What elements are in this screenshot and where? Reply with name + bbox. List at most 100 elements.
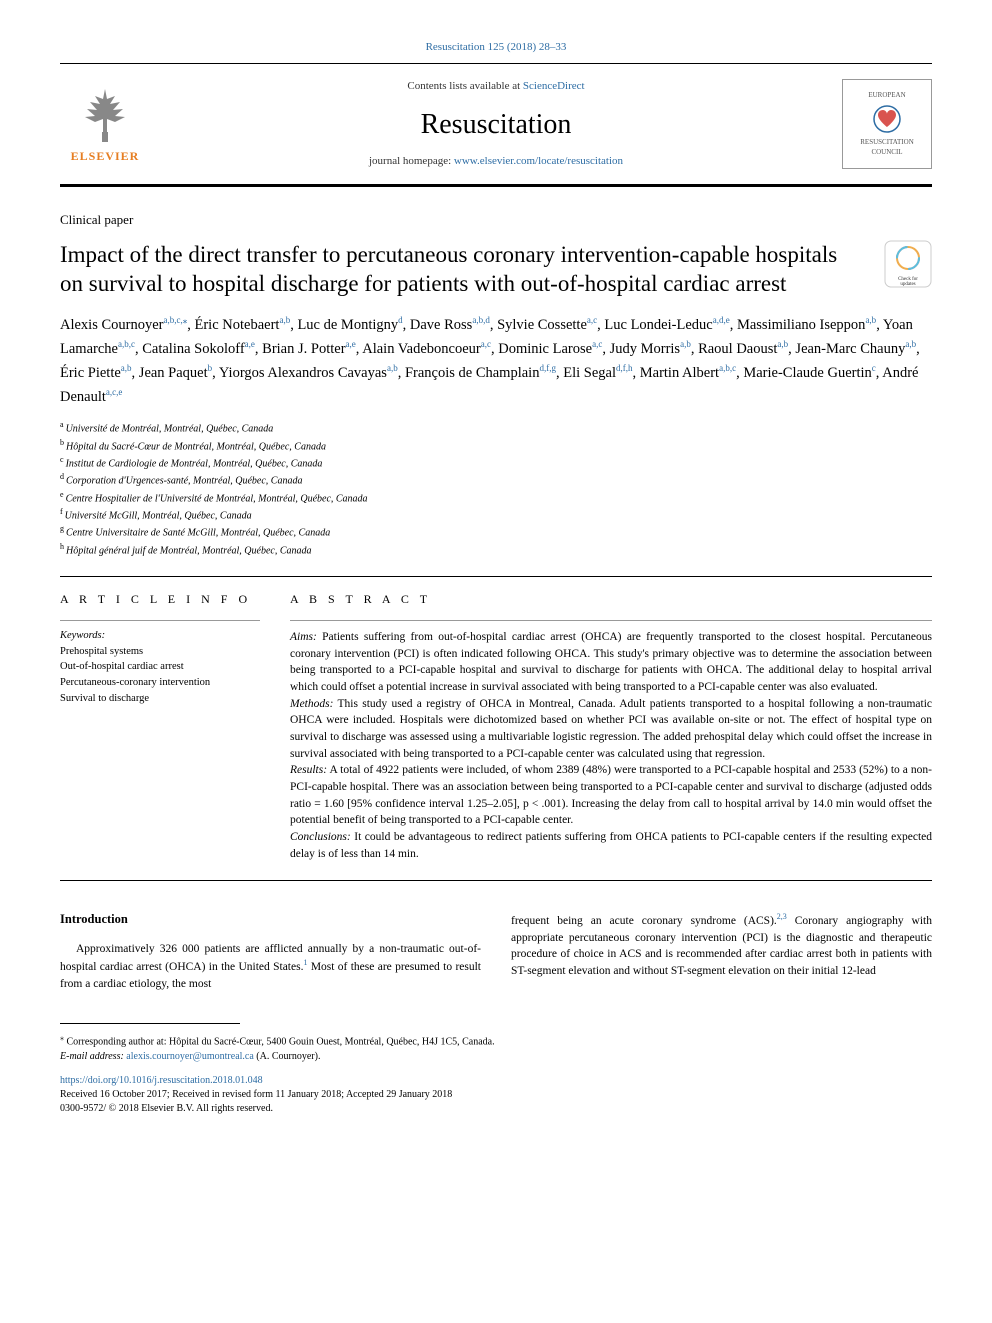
results-label: Results:: [290, 764, 327, 776]
author-affiliation-sup: a,b: [905, 339, 916, 349]
introduction-heading: Introduction: [60, 911, 481, 929]
elsevier-logo[interactable]: ELSEVIER: [60, 74, 150, 174]
author: François de Champlaind,f,g: [405, 365, 556, 381]
author-affiliation-sup: a,b: [279, 315, 290, 325]
author-affiliation-sup: a,c,e: [106, 387, 122, 397]
affiliation-label: h: [60, 542, 64, 551]
journal-homepage-link[interactable]: www.elsevier.com/locate/resuscitation: [454, 155, 623, 167]
email-label: E-mail address:: [60, 1051, 126, 1062]
conclusions-label: Conclusions:: [290, 831, 351, 843]
keyword: Percutaneous-coronary intervention: [60, 675, 260, 691]
svg-text:updates: updates: [900, 282, 915, 287]
doi-line: https://doi.org/10.1016/j.resuscitation.…: [60, 1074, 932, 1088]
doi-link[interactable]: https://doi.org/10.1016/j.resuscitation.…: [60, 1075, 263, 1086]
article-type: Clinical paper: [60, 211, 932, 229]
keyword: Survival to discharge: [60, 691, 260, 707]
journal-homepage-line: journal homepage: www.elsevier.com/locat…: [150, 154, 842, 169]
corresponding-email-link[interactable]: alexis.cournoyer@umontreal.ca: [126, 1051, 254, 1062]
author: Judy Morrisa,b: [610, 341, 691, 357]
results-text: A total of 4922 patients were included, …: [290, 764, 932, 826]
author-affiliation-sup: a,c: [587, 315, 597, 325]
author-affiliation-sup: d: [398, 315, 403, 325]
author: Brian J. Pottera,e: [262, 341, 356, 357]
author: Alain Vadeboncoeura,c: [362, 341, 491, 357]
abstract-text: Aims: Patients suffering from out-of-hos…: [290, 620, 932, 862]
title-row: Impact of the direct transfer to percuta…: [60, 240, 932, 300]
author: Yiorgos Alexandros Cavayasa,b: [219, 365, 398, 381]
body-columns: Introduction Approximatively 326 000 pat…: [60, 911, 932, 992]
body-column-left: Introduction Approximatively 326 000 pat…: [60, 911, 481, 992]
email-suffix: (A. Cournoyer).: [254, 1051, 321, 1062]
crossmark-badge[interactable]: Check for updates: [884, 240, 932, 288]
affiliation-label: e: [60, 490, 64, 499]
article-info-column: A R T I C L E I N F O Keywords: Prehospi…: [60, 591, 260, 862]
contents-lists-line: Contents lists available at ScienceDirec…: [150, 79, 842, 94]
journal-name: Resuscitation: [150, 105, 842, 144]
author: Marie-Claude Guertinc: [743, 365, 875, 381]
article-info-heading: A R T I C L E I N F O: [60, 591, 260, 608]
author-affiliation-sup: a,c: [481, 339, 491, 349]
author-affiliation-sup: a,b: [121, 363, 132, 373]
keywords-list: Prehospital systemsOut-of-hospital cardi…: [60, 644, 260, 707]
journal-reference: Resuscitation 125 (2018) 28–33: [60, 40, 932, 55]
author-affiliation-sup: d,f,h: [616, 363, 633, 373]
affiliation-label: b: [60, 438, 64, 447]
author: Jean-Marc Chaunya,b: [795, 341, 916, 357]
intro-text-2: frequent being an acute coronary syndrom…: [511, 915, 777, 927]
divider: [60, 576, 932, 577]
erc-text-mid: RESUSCITATION: [860, 138, 914, 148]
author-affiliation-sup: a,e: [346, 339, 356, 349]
affiliation: bHôpital du Sacré-Cœur de Montréal, Mont…: [60, 437, 932, 454]
keyword: Out-of-hospital cardiac arrest: [60, 659, 260, 675]
affiliation-list: aUniversité de Montréal, Montréal, Québe…: [60, 419, 932, 558]
copyright-line: 0300-9572/ © 2018 Elsevier B.V. All righ…: [60, 1102, 932, 1116]
sciencedirect-link[interactable]: ScienceDirect: [523, 80, 585, 92]
author-list: Alexis Cournoyera,b,c,⁎, Éric Notebaerta…: [60, 313, 932, 409]
corresponding-author-text: Corresponding author at: Hôpital du Sacr…: [64, 1036, 495, 1047]
abstract-column: A B S T R A C T Aims: Patients suffering…: [290, 591, 932, 862]
intro-paragraph-cont: frequent being an acute coronary syndrom…: [511, 911, 932, 980]
methods-label: Methods:: [290, 698, 333, 710]
author: Catalina Sokoloffa,e: [142, 341, 255, 357]
author: Massimiliano Iseppona,b: [737, 317, 876, 333]
header-center: Contents lists available at ScienceDirec…: [150, 79, 842, 169]
author: Jean Paquetb: [139, 365, 212, 381]
affiliation: eCentre Hospitalier de l'Université de M…: [60, 489, 932, 506]
aims-text: Patients suffering from out-of-hospital …: [290, 631, 932, 693]
author-affiliation-sup: d,f,g: [539, 363, 556, 373]
affiliation-label: f: [60, 507, 63, 516]
keyword: Prehospital systems: [60, 644, 260, 660]
erc-text-bot: COUNCIL: [871, 148, 902, 158]
ref-superscript[interactable]: 2,3: [777, 912, 787, 921]
author-affiliation-sup: a,b,c,⁎: [164, 315, 188, 325]
author-affiliation-sup: a,b: [387, 363, 398, 373]
affiliation: dCorporation d'Urgences-santé, Montréal,…: [60, 471, 932, 488]
erc-text-top: EUROPEAN: [868, 91, 905, 101]
received-line: Received 16 October 2017; Received in re…: [60, 1088, 932, 1102]
methods-text: This study used a registry of OHCA in Mo…: [290, 698, 932, 760]
article-title: Impact of the direct transfer to percuta…: [60, 240, 864, 300]
affiliation: aUniversité de Montréal, Montréal, Québe…: [60, 419, 932, 436]
author: Raoul Daousta,b: [698, 341, 788, 357]
author: Luc de Montignyd: [297, 317, 402, 333]
elsevier-tree-icon: [75, 84, 135, 144]
author-affiliation-sup: c: [872, 363, 876, 373]
affiliation: cInstitut de Cardiologie de Montréal, Mo…: [60, 454, 932, 471]
author-affiliation-sup: a,b,c: [118, 339, 135, 349]
contents-prefix: Contents lists available at: [407, 80, 522, 92]
author-affiliation-sup: a,b: [680, 339, 691, 349]
aims-label: Aims:: [290, 631, 317, 643]
affiliation-label: c: [60, 455, 64, 464]
corresponding-author-footnote: ⁎ Corresponding author at: Hôpital du Sa…: [60, 1032, 932, 1064]
conclusions-text: It could be advantageous to redirect pat…: [290, 831, 932, 860]
author: Éric Notebaerta,b: [195, 317, 291, 333]
affiliation-label: g: [60, 524, 64, 533]
keywords-label: Keywords:: [60, 620, 260, 644]
heart-icon: [872, 104, 902, 134]
affiliation: hHôpital général juif de Montréal, Montr…: [60, 541, 932, 558]
journal-header: ELSEVIER Contents lists available at Sci…: [60, 63, 932, 187]
author: Dominic Larosea,c: [498, 341, 602, 357]
author-affiliation-sup: a,e: [245, 339, 255, 349]
affiliation: gCentre Universitaire de Santé McGill, M…: [60, 523, 932, 540]
affiliation-label: d: [60, 472, 64, 481]
